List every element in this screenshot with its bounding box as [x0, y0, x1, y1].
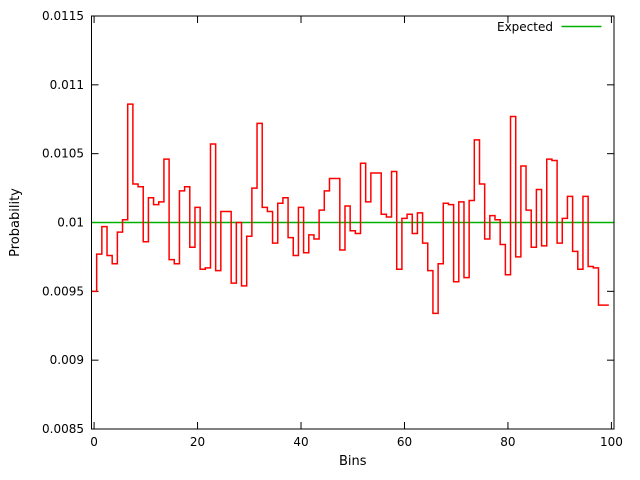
y-tick-label: 0.011 — [50, 78, 84, 92]
legend: Expected — [497, 20, 602, 34]
y-tick-label: 0.0115 — [42, 9, 84, 23]
y-tick-label: 0.01 — [57, 216, 84, 230]
x-tick-label: 80 — [500, 435, 515, 449]
plot-border — [91, 15, 615, 430]
y-tick-label: 0.0095 — [42, 284, 84, 298]
y-tick-label: 0.0085 — [42, 422, 84, 436]
y-tick-label: 0.009 — [50, 353, 84, 367]
y-tick-label: 0.0105 — [42, 147, 84, 161]
probability-step-line — [91, 103, 609, 315]
y-axis-title: Probability — [8, 188, 23, 257]
x-tick-label: 0 — [90, 435, 98, 449]
x-tick-label: 20 — [190, 435, 205, 449]
legend-label-expected: Expected — [497, 20, 553, 34]
axis-ticks: 0 20 40 60 80 100 0.0085 0.009 0.0095 0.01 0.0105 0… — [42, 9, 623, 449]
x-tick-label: 100 — [600, 435, 623, 449]
data-series-group — [91, 103, 609, 315]
x-axis-title: Bins — [339, 454, 367, 469]
x-tick-label: 60 — [397, 435, 412, 449]
x-tick-label: 40 — [293, 435, 308, 449]
